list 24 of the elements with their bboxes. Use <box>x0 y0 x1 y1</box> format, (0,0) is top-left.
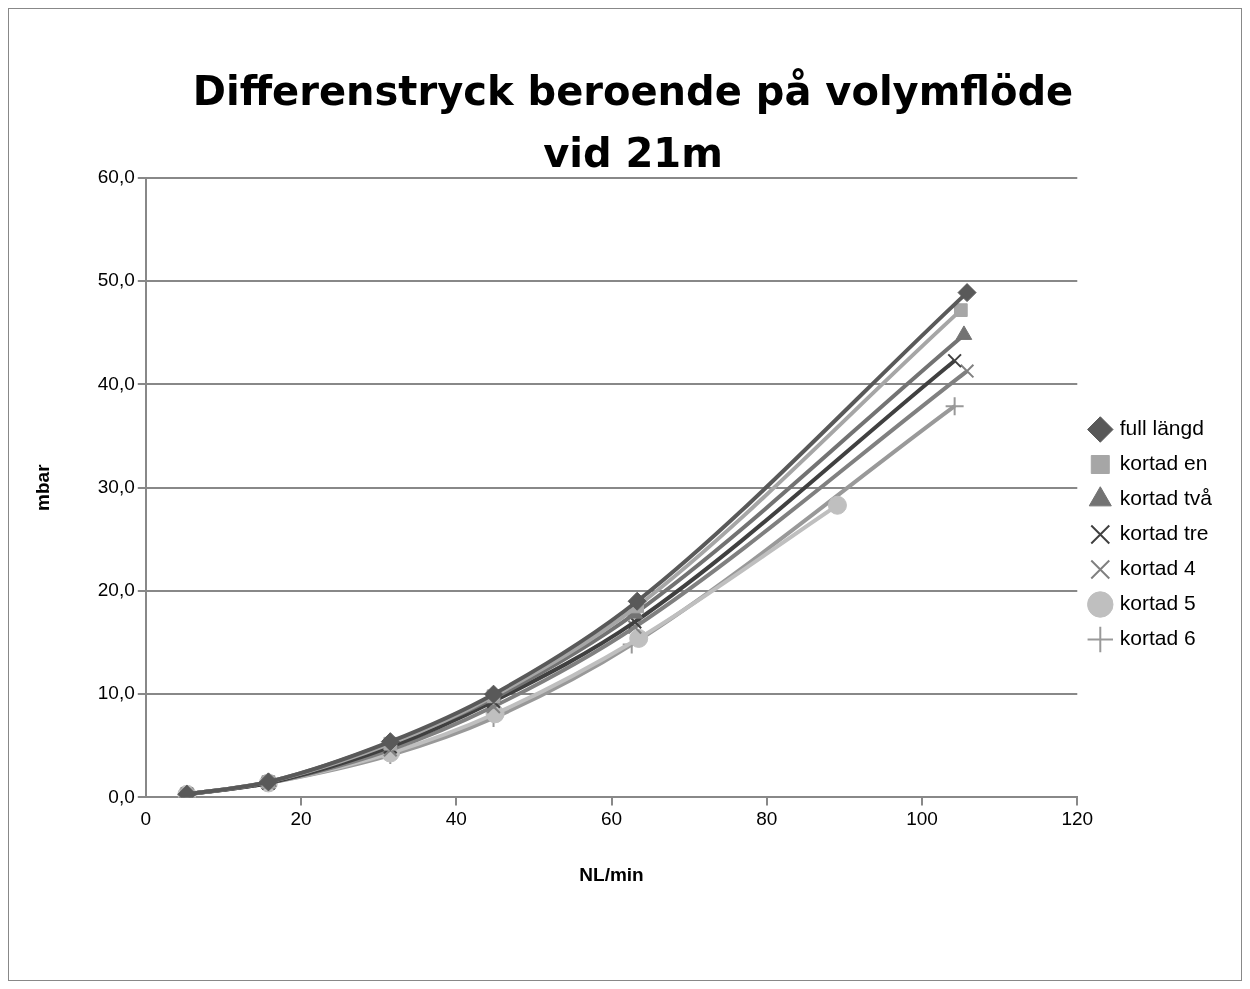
y-tick-label: 0,0 <box>108 785 135 807</box>
legend-label: kortad 5 <box>1119 591 1196 615</box>
y-tick-label: 30,0 <box>97 475 135 497</box>
chart-title: Differenstryck beroende på volymflöde vid 21m <box>191 67 1075 178</box>
x-tick-label: 60 <box>600 808 623 830</box>
legend-label: kortad tre <box>1119 521 1209 545</box>
y-axis-title: mbar <box>31 463 53 511</box>
x-tick-label: 20 <box>290 808 312 830</box>
x-tick-label: 0 <box>140 808 152 830</box>
legend-label: kortad en <box>1119 451 1208 475</box>
y-tick-label: 40,0 <box>97 372 135 394</box>
x-tick-label: 80 <box>756 808 778 830</box>
y-tick-label: 50,0 <box>97 269 135 291</box>
x-tick-label: 120 <box>1061 808 1094 830</box>
legend-label: kortad 6 <box>1119 626 1196 650</box>
legend-label: kortad 4 <box>1119 556 1196 580</box>
x-tick-label: 100 <box>906 808 938 830</box>
legend-label: kortad två <box>1119 486 1213 510</box>
y-tick-label: 20,0 <box>97 579 135 601</box>
legend-label: full längd <box>1119 416 1204 440</box>
y-tick-label: 10,0 <box>97 682 135 704</box>
x-tick-label: 40 <box>445 808 467 830</box>
x-axis-title: NL/min <box>579 863 644 885</box>
y-tick-label: 60,0 <box>97 166 135 188</box>
